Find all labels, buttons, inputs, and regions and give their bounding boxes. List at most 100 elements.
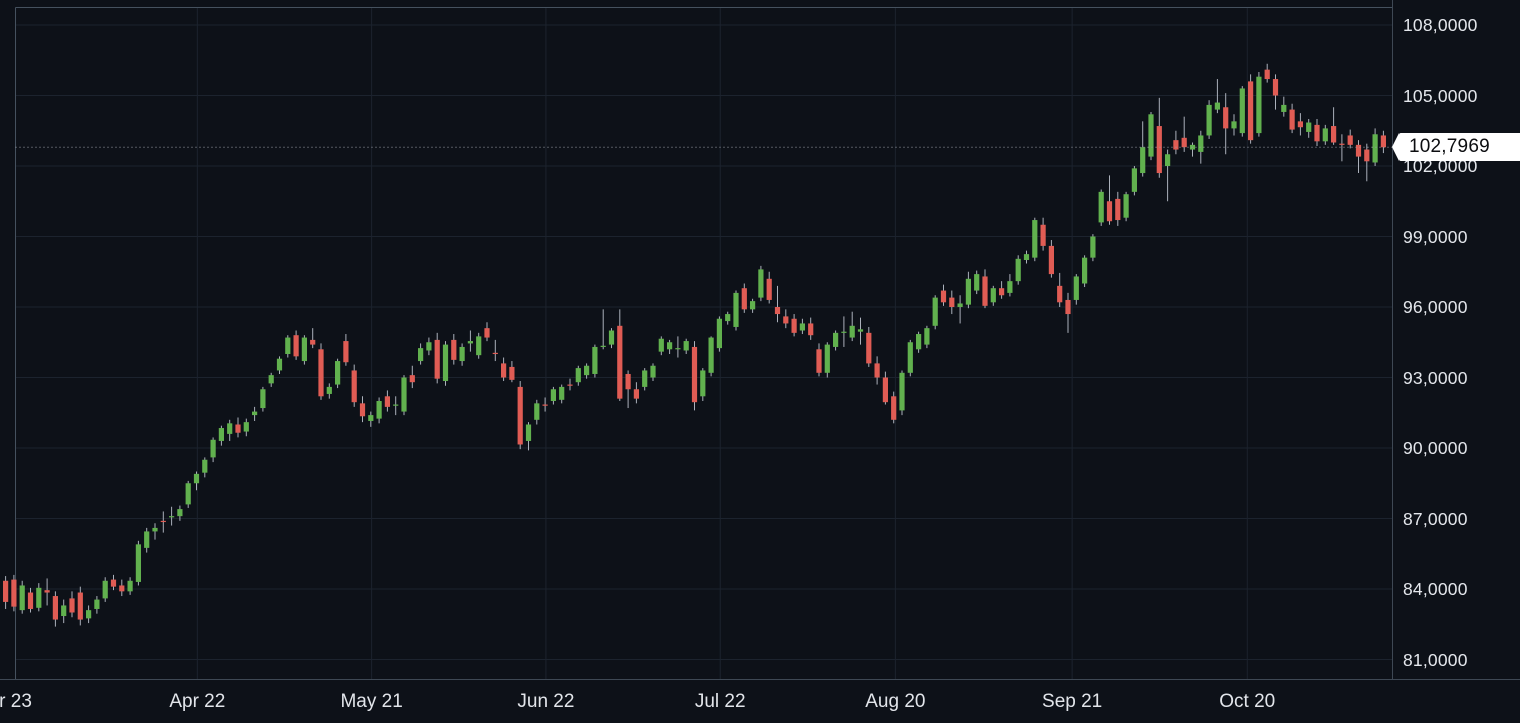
candle-up [1131, 168, 1137, 192]
candle-up [169, 516, 175, 518]
candle-up [193, 473, 200, 484]
candle-up [135, 544, 141, 582]
candle-up [907, 342, 913, 373]
candle-down [1057, 285, 1063, 303]
chart-plot-area[interactable] [0, 0, 1520, 680]
candle-up [36, 587, 42, 608]
candle-down [982, 276, 988, 306]
candle-up [1165, 154, 1171, 166]
candle-up [1372, 134, 1378, 163]
candle-up [1239, 88, 1245, 134]
candle-down [1380, 135, 1386, 148]
candle-down [766, 278, 772, 300]
candle-up [210, 439, 216, 458]
time-tick-label: r 23 [0, 691, 32, 712]
candle-up [758, 269, 764, 298]
candle-up [476, 336, 482, 356]
candle-up [1082, 257, 1088, 284]
candle-up [974, 274, 980, 291]
price-tick-label: 105,0000 [1403, 85, 1478, 106]
candle-up [525, 424, 532, 441]
time-tick-label: May 21 [340, 691, 403, 712]
candle-down [11, 579, 17, 607]
candle-up [916, 334, 922, 350]
price-tick-label: 93,0000 [1403, 367, 1468, 388]
candle-up [1231, 121, 1237, 129]
price-axis-separator [1392, 0, 1393, 680]
candle-down [617, 325, 623, 399]
candle-down [808, 323, 814, 336]
candle-up [252, 411, 258, 416]
candle-down [567, 384, 573, 386]
candle-up [1090, 236, 1096, 258]
candle-down [1156, 126, 1162, 174]
candle-up [276, 358, 283, 371]
candle-up [650, 365, 656, 378]
candle-down [69, 598, 75, 613]
candle-down [741, 288, 747, 310]
candle-down [384, 396, 390, 407]
candle-down [999, 288, 1005, 296]
candle-up [559, 386, 565, 400]
price-tick-label: 90,0000 [1403, 438, 1468, 458]
candle-up [642, 370, 648, 387]
candle-up [1015, 258, 1021, 282]
candle-up [177, 509, 183, 517]
candle-up [268, 375, 274, 384]
candle-up [1032, 220, 1038, 258]
candle-down [783, 316, 789, 324]
candle-down [866, 332, 872, 364]
candle-down [1364, 149, 1370, 162]
candle-up [708, 337, 714, 373]
candle-up [185, 483, 191, 505]
candle-down [1347, 135, 1353, 145]
candle-down [691, 346, 698, 403]
price-tick-label: 99,0000 [1403, 226, 1468, 247]
candle-up [61, 605, 67, 617]
candle-down [318, 349, 324, 397]
candle-down [27, 592, 34, 609]
candle-down [343, 341, 349, 363]
candle-up [841, 331, 847, 333]
candle-up [584, 365, 590, 376]
time-tick-label: Aug 20 [865, 691, 926, 712]
candle-up [368, 415, 374, 421]
candle-up [401, 377, 407, 412]
time-axis[interactable]: r 23 Apr 22 May 21 Jun 22 Jul 22 Aug 20 Sep 21… [0, 680, 1520, 723]
candle-down [1339, 143, 1345, 145]
candle-down [44, 590, 50, 593]
candle-up [442, 344, 449, 382]
candle-down [235, 424, 241, 433]
candle-down [1223, 107, 1229, 129]
candle-up [965, 278, 971, 305]
price-tick-label: 108,0000 [1403, 15, 1478, 35]
candle-down [501, 363, 507, 378]
candle-down [1331, 126, 1337, 143]
candle-up [550, 389, 556, 401]
candle-up [700, 370, 706, 397]
candle-down [542, 404, 548, 406]
candle-up [94, 599, 100, 609]
candle-down [52, 596, 58, 620]
candle-up [418, 348, 424, 362]
candle-up [467, 341, 473, 344]
candle-up [849, 325, 855, 338]
time-tick-label: Jun 22 [517, 691, 575, 712]
candle-down [1106, 201, 1113, 222]
candle-down [484, 328, 490, 338]
candle-up [600, 345, 606, 347]
candle-down [1272, 79, 1279, 96]
candle-up [534, 403, 540, 420]
candle-up [824, 344, 830, 373]
candle-up [608, 330, 615, 345]
last-price-value: 102,7969 [1409, 136, 1490, 158]
candle-down [625, 373, 631, 390]
candle-down [774, 307, 781, 315]
candle-up [19, 585, 25, 611]
candle-up [899, 372, 905, 411]
candle-up [335, 361, 341, 385]
candle-up [285, 337, 291, 354]
candle-up [1198, 135, 1204, 152]
price-axis[interactable]: 108,0000 105,0000 102,0000 99,0000 96,0000 93… [1392, 0, 1520, 680]
time-tick-label: Jul 22 [694, 691, 746, 712]
